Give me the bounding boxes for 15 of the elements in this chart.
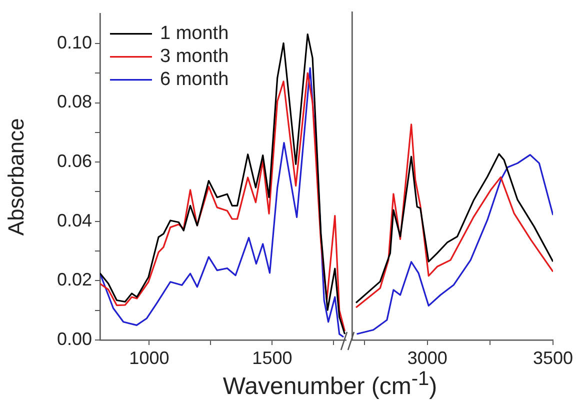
x-tick-label: 1000 — [129, 348, 170, 368]
y-tick-label: 0.04 — [56, 210, 92, 230]
y-tick-label: 0.10 — [56, 32, 92, 52]
x-tick-label: 3500 — [532, 348, 574, 368]
legend-label: 1 month — [160, 23, 229, 44]
y-axis-title: Absorbance — [3, 118, 28, 236]
x-tick-label: 3000 — [407, 348, 448, 368]
y-tick-label: 0.00 — [56, 328, 92, 349]
legend-label: 6 month — [160, 69, 229, 90]
y-tick-label: 0.06 — [56, 151, 92, 172]
x-tick-label: 1500 — [252, 348, 292, 368]
y-tick-label: 0.08 — [56, 92, 92, 112]
legend-label: 3 month — [160, 46, 229, 68]
x-axis-title: Wavenumber (cm$^{-1}$) — [222, 368, 438, 400]
y-tick-label: 0.02 — [56, 270, 92, 290]
